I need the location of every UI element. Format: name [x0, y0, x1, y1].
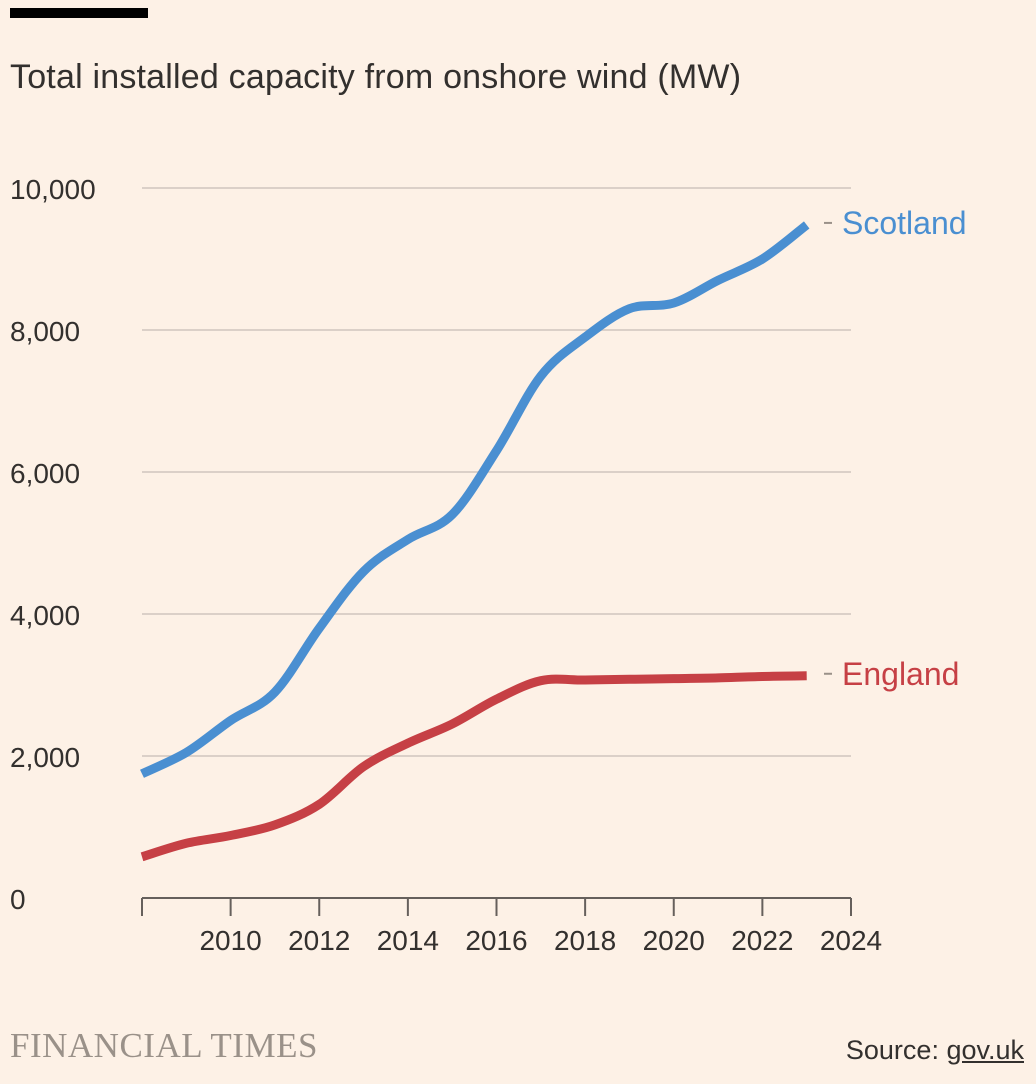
- x-tick-label-2010: 2010: [199, 925, 261, 956]
- x-tick-label-2016: 2016: [465, 925, 527, 956]
- source-link[interactable]: gov.uk: [946, 1035, 1024, 1065]
- x-tick-label-2022: 2022: [731, 925, 793, 956]
- x-tick-label-2012: 2012: [288, 925, 350, 956]
- x-tick-label-2018: 2018: [554, 925, 616, 956]
- y-tick-label-10000: 10,000: [10, 174, 96, 205]
- x-tick-label-2020: 2020: [643, 925, 705, 956]
- y-tick-label-2000: 2,000: [10, 742, 80, 773]
- y-tick-label-4000: 4,000: [10, 600, 80, 631]
- ft-brand-logo: FINANCIAL TIMES: [10, 1026, 318, 1065]
- y-tick-label-8000: 8,000: [10, 316, 80, 347]
- ft-top-bar: [10, 8, 148, 18]
- series-line-scotland: [140, 221, 810, 778]
- chart-title: Total installed capacity from onshore wi…: [10, 58, 742, 96]
- series-line-england: [140, 671, 807, 862]
- source-prefix: Source:: [845, 1035, 947, 1065]
- series-label-scotland: Scotland: [842, 205, 967, 241]
- x-tick-label-2014: 2014: [377, 925, 439, 956]
- line-chart: 0 2,000 4,000 6,000 8,000 10,000 2010 2012 2014 2…: [10, 174, 967, 956]
- y-tick-label-0: 0: [10, 884, 26, 915]
- y-tick-label-6000: 6,000: [10, 458, 80, 489]
- x-tick-label-2024: 2024: [820, 925, 882, 956]
- series-label-england: England: [842, 656, 959, 692]
- source-note: Source: gov.uk: [846, 1035, 1024, 1066]
